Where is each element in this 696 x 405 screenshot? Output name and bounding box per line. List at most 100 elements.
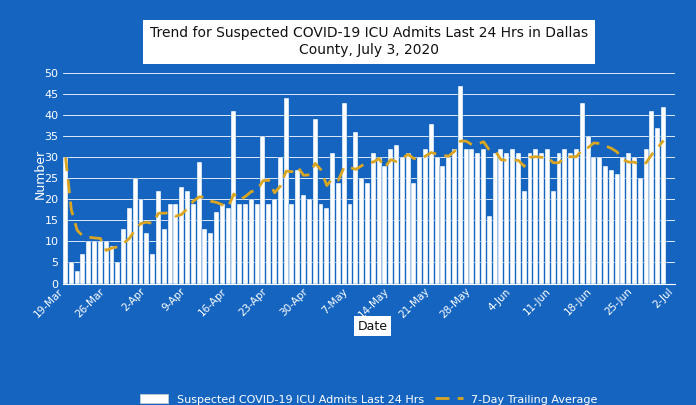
Bar (284, 98, 289, 284)
Bar (133, 178, 138, 284)
Bar (191, 204, 196, 284)
Bar (336, 183, 341, 284)
Bar (388, 149, 393, 284)
Bar (272, 199, 277, 284)
Legend: Suspected COVID-19 ICU Admits Last 24 Hrs, 7-Day Trailing Average: Suspected COVID-19 ICU Admits Last 24 Hr… (136, 390, 602, 405)
Bar (203, 229, 207, 284)
Bar (429, 124, 434, 284)
Bar (347, 204, 352, 284)
Bar (592, 157, 596, 284)
Bar (365, 183, 370, 284)
Bar (359, 178, 364, 284)
Bar (81, 254, 86, 284)
Bar (615, 174, 619, 284)
Bar (406, 153, 411, 284)
Y-axis label: Number: Number (33, 149, 47, 199)
Bar (104, 241, 109, 284)
Bar (644, 149, 649, 284)
Bar (116, 262, 120, 284)
Bar (568, 153, 573, 284)
Bar (411, 183, 416, 284)
Bar (226, 208, 230, 284)
Bar (516, 153, 521, 284)
Bar (313, 119, 317, 284)
Bar (161, 229, 167, 284)
Bar (330, 153, 335, 284)
Bar (109, 246, 114, 284)
Bar (307, 199, 312, 284)
Bar (434, 157, 440, 284)
Bar (551, 191, 555, 284)
Bar (423, 149, 428, 284)
Bar (655, 128, 661, 284)
Bar (121, 229, 126, 284)
Bar (510, 149, 515, 284)
Bar (290, 204, 294, 284)
Bar (661, 107, 666, 284)
Bar (86, 241, 91, 284)
Bar (609, 170, 614, 284)
Bar (632, 157, 637, 284)
Bar (382, 166, 387, 284)
Bar (545, 149, 550, 284)
Bar (243, 204, 248, 284)
Bar (539, 153, 544, 284)
Bar (168, 204, 173, 284)
Bar (562, 149, 567, 284)
Bar (597, 157, 602, 284)
Bar (220, 204, 225, 284)
Bar (446, 157, 451, 284)
Bar (354, 132, 358, 284)
Bar (139, 199, 143, 284)
Bar (98, 241, 103, 284)
Bar (196, 162, 202, 284)
Bar (528, 153, 532, 284)
Bar (342, 102, 347, 284)
Bar (417, 157, 422, 284)
Bar (493, 153, 498, 284)
Bar (150, 254, 155, 284)
Bar (156, 191, 161, 284)
Bar (487, 216, 492, 284)
Bar (400, 157, 405, 284)
Bar (208, 233, 213, 284)
Bar (498, 149, 503, 284)
Bar (278, 157, 283, 284)
Bar (470, 149, 475, 284)
Bar (580, 102, 585, 284)
Bar (63, 157, 68, 284)
Bar (585, 136, 590, 284)
Bar (185, 191, 190, 284)
Bar (237, 204, 242, 284)
Bar (603, 166, 608, 284)
Bar (319, 204, 324, 284)
Text: Date: Date (357, 320, 388, 333)
Bar (92, 241, 97, 284)
Bar (295, 170, 300, 284)
Bar (620, 157, 625, 284)
Bar (475, 153, 480, 284)
Bar (127, 208, 132, 284)
Bar (458, 86, 463, 284)
Title: Trend for Suspected COVID-19 ICU Admits Last 24 Hrs in Dallas
County, July 3, 20: Trend for Suspected COVID-19 ICU Admits … (150, 26, 588, 57)
Bar (638, 178, 642, 284)
Bar (69, 262, 74, 284)
Bar (452, 149, 457, 284)
Bar (301, 195, 306, 284)
Bar (144, 233, 149, 284)
Bar (441, 166, 445, 284)
Bar (371, 153, 376, 284)
Bar (179, 187, 184, 284)
Bar (232, 111, 237, 284)
Bar (173, 204, 178, 284)
Bar (214, 212, 219, 284)
Bar (649, 111, 654, 284)
Bar (324, 208, 329, 284)
Bar (394, 145, 399, 284)
Bar (267, 204, 271, 284)
Bar (522, 191, 527, 284)
Bar (74, 271, 79, 283)
Bar (260, 136, 265, 284)
Bar (533, 149, 538, 284)
Bar (626, 153, 631, 284)
